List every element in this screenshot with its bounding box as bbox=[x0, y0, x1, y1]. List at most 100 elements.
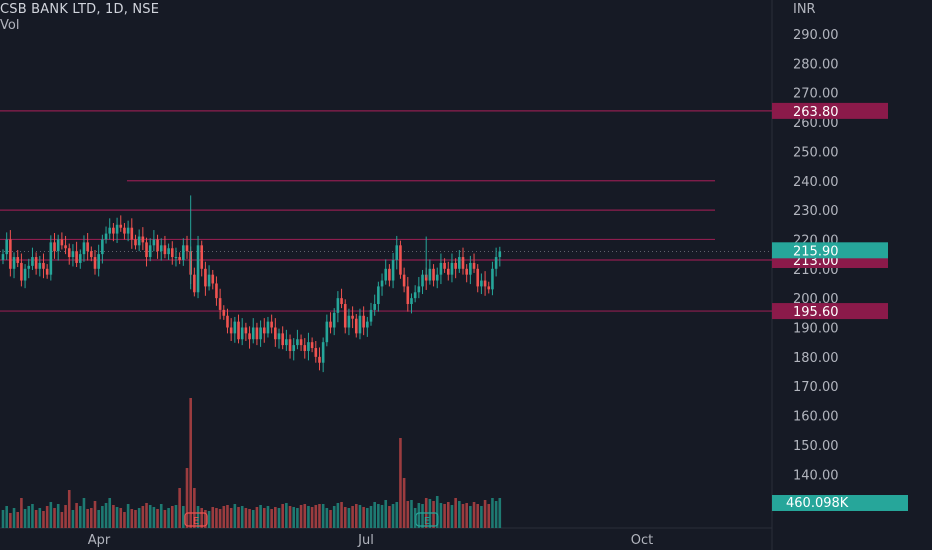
volume-bar bbox=[248, 509, 251, 528]
candle-body bbox=[215, 283, 218, 299]
candle-body bbox=[182, 245, 185, 260]
candle-body bbox=[229, 327, 233, 334]
volume-bar bbox=[498, 498, 502, 528]
candle-body bbox=[351, 315, 354, 319]
candle-body bbox=[472, 262, 476, 269]
volume-bar bbox=[483, 500, 487, 528]
candle-body bbox=[292, 345, 296, 351]
candle-body bbox=[20, 262, 23, 281]
candle-body bbox=[358, 315, 362, 334]
volume-bar bbox=[262, 508, 266, 528]
volume-bar bbox=[354, 504, 358, 528]
candle-body bbox=[395, 245, 399, 260]
volume-bar bbox=[435, 496, 439, 528]
volume-bar bbox=[137, 508, 141, 528]
volume-bar bbox=[476, 504, 480, 528]
candle-body bbox=[465, 268, 468, 275]
volume-bar bbox=[395, 502, 399, 528]
candle-body bbox=[277, 333, 281, 340]
x-tick-label: Oct bbox=[631, 533, 653, 548]
candle-body bbox=[402, 274, 406, 287]
candle-body bbox=[64, 245, 67, 249]
volume-bar bbox=[314, 505, 318, 528]
candle-body bbox=[281, 333, 284, 346]
volume-bar bbox=[343, 507, 347, 528]
candle-body bbox=[262, 327, 266, 334]
volume-bar bbox=[182, 506, 185, 528]
candle-body bbox=[185, 245, 189, 252]
candle-body bbox=[380, 280, 384, 287]
volume-bar bbox=[193, 488, 196, 528]
volume-bar bbox=[487, 504, 491, 528]
volume-bar bbox=[126, 504, 130, 528]
candle-body bbox=[285, 339, 288, 346]
volume-bar bbox=[494, 501, 498, 528]
candle-body bbox=[93, 257, 97, 269]
volume-bar bbox=[237, 507, 240, 528]
volume-bar bbox=[20, 498, 23, 528]
volume-bar bbox=[421, 504, 424, 528]
earnings-marker bbox=[415, 512, 439, 527]
candle-body bbox=[314, 348, 318, 357]
y-tick-label: 180.00 bbox=[793, 351, 839, 366]
volume-bar bbox=[480, 506, 483, 528]
candle-body bbox=[417, 286, 421, 293]
volume-bar bbox=[27, 506, 31, 528]
x-tick-label: Jul bbox=[357, 533, 374, 548]
volume-bar bbox=[399, 438, 402, 528]
volume-bar bbox=[163, 510, 167, 528]
volume-bar bbox=[90, 508, 93, 528]
candle-body bbox=[310, 342, 314, 349]
earnings-marker bbox=[184, 512, 208, 527]
earnings-marker-label: E bbox=[424, 516, 430, 527]
y-tick-label: 190.00 bbox=[793, 322, 839, 337]
candle-body bbox=[391, 259, 395, 281]
last-price-badge bbox=[772, 242, 888, 259]
currency-label[interactable]: INR bbox=[793, 2, 816, 17]
volume-bar bbox=[9, 513, 12, 528]
volume-bar bbox=[439, 503, 443, 528]
last-price-badge-label: 215.90 bbox=[793, 244, 839, 259]
volume-bar bbox=[97, 510, 100, 528]
volume-bar bbox=[207, 511, 211, 528]
candle-body bbox=[288, 339, 292, 351]
candle-body bbox=[259, 327, 262, 340]
volume-bar bbox=[226, 505, 229, 528]
volume-bar bbox=[285, 503, 288, 528]
volume-bar bbox=[351, 506, 354, 528]
candle-body bbox=[126, 227, 130, 234]
volume-bar bbox=[167, 508, 170, 528]
volume-bar bbox=[251, 510, 255, 528]
volume-bar bbox=[156, 509, 159, 528]
level-price-badge bbox=[772, 102, 888, 119]
candle-body bbox=[12, 257, 16, 269]
level-price-badge bbox=[772, 303, 888, 320]
symbol-title[interactable]: CSB BANK LTD, 1D, NSE bbox=[0, 2, 160, 17]
volume-bar bbox=[307, 506, 310, 528]
volume-bar bbox=[78, 506, 82, 528]
volume-bar bbox=[34, 510, 38, 528]
candle-body bbox=[42, 262, 45, 269]
candle-body bbox=[270, 321, 273, 328]
candle-body bbox=[347, 315, 351, 328]
candle-body bbox=[31, 257, 34, 266]
earnings-marker-label: E bbox=[193, 516, 199, 527]
candle-body bbox=[248, 333, 251, 340]
volume-bar bbox=[130, 509, 134, 528]
volume-bar bbox=[310, 507, 314, 528]
candle-body bbox=[56, 239, 60, 252]
candle-body bbox=[432, 268, 435, 281]
candle-body bbox=[97, 254, 100, 269]
candle-body bbox=[354, 318, 358, 334]
candle-body bbox=[483, 280, 487, 287]
candle-body bbox=[148, 245, 152, 258]
candle-body bbox=[49, 242, 53, 275]
volume-bar bbox=[233, 504, 237, 528]
volume-bar bbox=[240, 506, 244, 528]
volume-bar bbox=[296, 508, 299, 528]
y-tick-label: 140.00 bbox=[793, 468, 839, 483]
y-tick-label: 260.00 bbox=[793, 116, 839, 131]
volume-bar bbox=[75, 503, 78, 528]
volume-bar bbox=[185, 468, 189, 528]
